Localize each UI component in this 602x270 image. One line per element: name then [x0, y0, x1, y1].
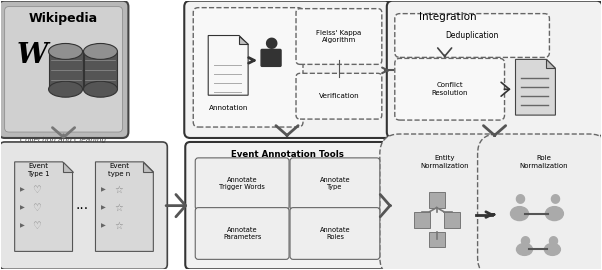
Polygon shape	[96, 162, 154, 251]
Text: Annotate
Trigger Words: Annotate Trigger Words	[219, 177, 265, 191]
FancyBboxPatch shape	[185, 142, 389, 269]
Text: ●: ●	[547, 233, 558, 246]
Text: ▶: ▶	[101, 205, 106, 210]
FancyBboxPatch shape	[195, 158, 289, 210]
Text: ●: ●	[519, 233, 530, 246]
Text: Event Annotation Tools: Event Annotation Tools	[231, 150, 344, 159]
Text: Fleiss' Kappa
Algorithm: Fleiss' Kappa Algorithm	[316, 30, 362, 43]
Polygon shape	[547, 59, 556, 68]
Text: ●: ●	[514, 191, 525, 204]
FancyBboxPatch shape	[444, 212, 460, 228]
FancyBboxPatch shape	[395, 14, 550, 58]
Polygon shape	[143, 162, 154, 172]
FancyBboxPatch shape	[0, 1, 128, 138]
Text: Annotate
Type: Annotate Type	[320, 177, 350, 191]
Text: W: W	[17, 42, 48, 69]
Text: ▶: ▶	[20, 187, 25, 192]
Text: ♡: ♡	[33, 185, 41, 195]
Ellipse shape	[517, 244, 532, 255]
Text: Annotate
Roles: Annotate Roles	[320, 227, 350, 240]
Text: ●: ●	[264, 35, 278, 50]
Ellipse shape	[84, 43, 117, 59]
Text: Collection and Cleaning: Collection and Cleaning	[20, 137, 107, 143]
FancyBboxPatch shape	[5, 7, 122, 132]
Text: ☆: ☆	[114, 202, 123, 212]
Ellipse shape	[510, 207, 529, 221]
Text: Entity
Normalization: Entity Normalization	[420, 155, 469, 168]
Text: ☆: ☆	[114, 221, 123, 231]
FancyBboxPatch shape	[290, 158, 380, 210]
Text: ♡: ♡	[33, 202, 41, 212]
Text: Integration: Integration	[419, 12, 476, 22]
Text: ▶: ▶	[20, 223, 25, 228]
Text: ☆: ☆	[114, 185, 123, 195]
FancyBboxPatch shape	[380, 134, 509, 270]
Text: ▶: ▶	[101, 187, 106, 192]
FancyBboxPatch shape	[261, 49, 281, 66]
Polygon shape	[515, 59, 556, 115]
FancyBboxPatch shape	[414, 212, 430, 228]
FancyBboxPatch shape	[84, 51, 117, 89]
FancyBboxPatch shape	[388, 142, 601, 269]
Text: Conflict
Resolution: Conflict Resolution	[432, 83, 468, 96]
FancyBboxPatch shape	[296, 73, 382, 119]
Text: Wikipedia: Wikipedia	[29, 12, 98, 25]
FancyBboxPatch shape	[49, 51, 82, 89]
FancyBboxPatch shape	[184, 1, 391, 138]
Polygon shape	[14, 162, 72, 251]
Text: ▶: ▶	[20, 205, 25, 210]
FancyBboxPatch shape	[429, 192, 445, 208]
FancyBboxPatch shape	[477, 134, 602, 270]
FancyBboxPatch shape	[296, 9, 382, 64]
FancyBboxPatch shape	[193, 8, 303, 127]
Polygon shape	[208, 36, 248, 95]
Ellipse shape	[49, 81, 82, 97]
Text: ●: ●	[549, 191, 560, 204]
Ellipse shape	[49, 43, 82, 59]
Ellipse shape	[544, 244, 560, 255]
Ellipse shape	[84, 81, 117, 97]
FancyBboxPatch shape	[387, 1, 602, 138]
Text: Deduplication: Deduplication	[445, 31, 498, 40]
Ellipse shape	[545, 207, 563, 221]
Text: Annotate
Parameters: Annotate Parameters	[223, 227, 261, 240]
Text: Verification: Verification	[318, 93, 359, 99]
Text: Event
type n: Event type n	[108, 163, 131, 177]
Text: ▶: ▶	[101, 223, 106, 228]
Text: Event
Type 1: Event Type 1	[27, 163, 50, 177]
FancyBboxPatch shape	[0, 142, 167, 269]
Polygon shape	[63, 162, 72, 172]
FancyBboxPatch shape	[395, 58, 504, 120]
FancyBboxPatch shape	[290, 208, 380, 259]
FancyBboxPatch shape	[195, 208, 289, 259]
Polygon shape	[239, 36, 248, 45]
Text: ...: ...	[76, 198, 89, 212]
Text: Annotation: Annotation	[208, 105, 248, 111]
Text: ♡: ♡	[33, 221, 41, 231]
Text: Role
Normalization: Role Normalization	[519, 155, 568, 168]
FancyBboxPatch shape	[429, 231, 445, 247]
